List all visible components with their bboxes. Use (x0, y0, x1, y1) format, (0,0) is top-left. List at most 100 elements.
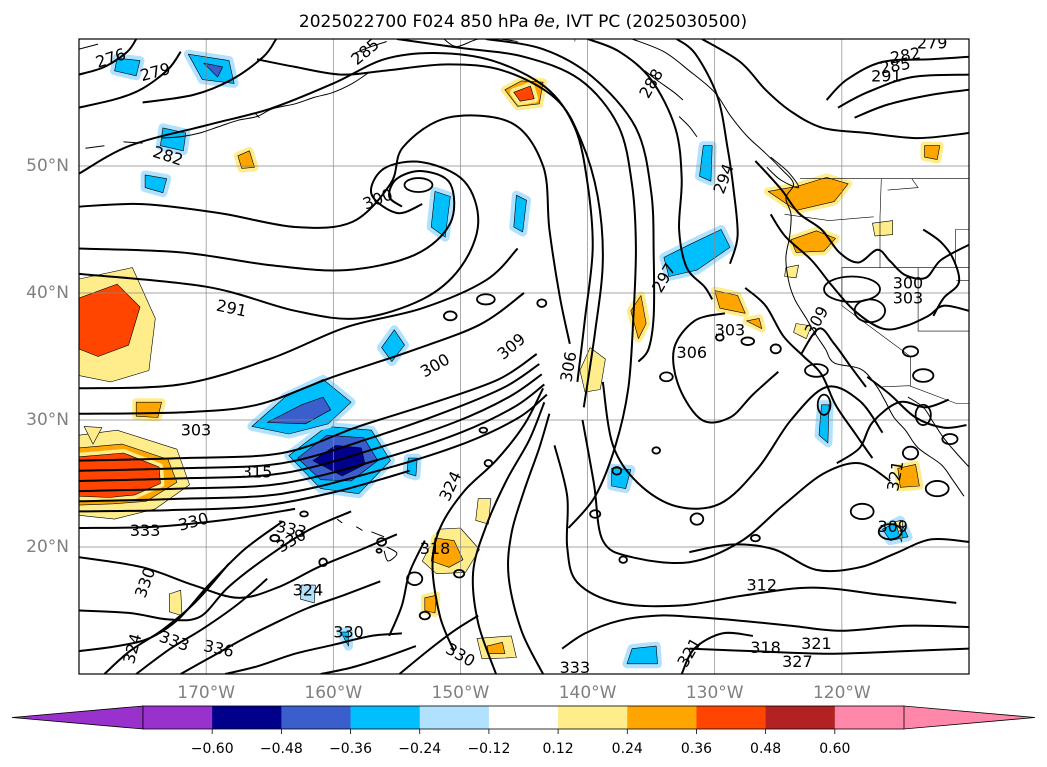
ivt-pc-shade (266, 396, 332, 425)
coastline (631, 39, 965, 497)
coastline (85, 145, 105, 149)
contour-label: 312 (746, 576, 777, 595)
theta-e-cell (618, 555, 628, 564)
theta-e-contour (800, 327, 867, 388)
theta-e-cell (659, 371, 674, 383)
theta-e-cell (823, 275, 881, 303)
theta-e-contour (79, 469, 410, 513)
ivt-pc-shade (299, 584, 316, 604)
theta-e-contour (256, 58, 604, 408)
ivt-pc-shade (114, 57, 141, 77)
theta-e-contour (320, 645, 417, 674)
contour-label: 303 (715, 320, 746, 339)
ivt-pc-shade (169, 589, 183, 616)
ivt-pc-shade (784, 264, 799, 279)
contour-label: 327 (782, 652, 813, 671)
colorbar-segment (419, 706, 490, 729)
theta-e-contour (471, 401, 546, 674)
latitude-tick-label: 30°N (26, 410, 69, 430)
ivt-pc-shade (144, 174, 167, 193)
theta-e-cell (689, 512, 705, 526)
theta-e-cell (406, 571, 424, 587)
theta-e-contour (675, 39, 739, 265)
ivt-pc-shade (381, 329, 405, 362)
contour-label: 306 (677, 343, 708, 362)
theta-e-contour (837, 73, 969, 109)
theta-e-cell (804, 363, 829, 378)
colorbar-extend-high (903, 705, 1036, 730)
colorbar-tick-label: −0.12 (467, 741, 510, 757)
colorbar-tick-label: 0.24 (612, 741, 643, 757)
theta-e-contour (689, 537, 969, 573)
theta-e-contour (581, 419, 891, 565)
theta-e-contour (553, 445, 957, 608)
theta-e-contour (79, 510, 352, 622)
theta-e-contour (689, 647, 969, 655)
theta-e-contour (79, 353, 538, 462)
theta-e-cell (914, 403, 932, 426)
theta-e-cell (715, 333, 725, 342)
ivt-pc-shade (424, 594, 437, 614)
contour-label: 321 (801, 634, 832, 653)
theta-e-contour (103, 562, 230, 674)
political-border (784, 214, 874, 221)
theta-e-cell (418, 610, 431, 621)
theta-e-cell (376, 537, 387, 547)
theta-e-cell (476, 293, 496, 306)
theta-e-contour (922, 228, 961, 317)
theta-e-contour (79, 383, 545, 493)
contour-label: 279 (917, 33, 948, 52)
theta-e-contour (79, 247, 519, 390)
theta-e-cell (941, 433, 959, 446)
theta-e-contour (507, 413, 551, 674)
theta-e-cell (483, 459, 494, 468)
ivt-pc-shade (790, 230, 836, 253)
theta-e-contour (79, 533, 398, 599)
colorbar-segment (350, 706, 421, 729)
ivt-pc-shade (579, 347, 606, 393)
colorbar-tick-label: −0.24 (398, 741, 441, 757)
colorbar: −0.60 −0.48 −0.36 −0.24 −0.12 0.12 0.24 0.36 0.4… (11, 705, 1036, 757)
ivt-pc-shade (513, 194, 527, 233)
theta-e-cell (442, 310, 458, 322)
theta-e-cell (611, 466, 623, 476)
colorbar-segment (212, 706, 282, 729)
theta-e-cell (769, 343, 782, 355)
theta-e-cell (318, 557, 328, 567)
colorbar-tick-label: −0.36 (329, 741, 372, 757)
theta-e-contour (79, 169, 456, 272)
theta-e-cell (536, 298, 548, 308)
political-border (917, 267, 969, 332)
ivt-pc-shade (83, 426, 103, 445)
contour-label: 309 (877, 517, 908, 536)
theta-e-contour (224, 632, 402, 674)
theta-e-contour (79, 114, 571, 345)
colorbar-segment (834, 706, 905, 729)
theta-e-cell (853, 298, 886, 324)
theta-e-contour (485, 39, 656, 363)
contour-label: 315 (242, 463, 273, 482)
theta-e-cell (299, 510, 309, 518)
colorbar-segment (765, 706, 836, 729)
colorbar-tick-label: 0.12 (543, 741, 574, 757)
theta-e-contour (587, 39, 714, 300)
coastline (644, 70, 684, 101)
theta-e-cell (877, 523, 903, 541)
theta-e-contour (79, 373, 543, 482)
coastline (352, 41, 387, 55)
coastline (383, 546, 398, 562)
colorbar-tick-label: 0.48 (750, 741, 781, 757)
theta-e-contours (79, 39, 969, 674)
colorbar-segment (143, 706, 213, 729)
contour-label: 318 (420, 539, 451, 558)
political-border (955, 229, 969, 268)
latitude-tick-label: 50°N (26, 156, 69, 176)
theta-e-cell (924, 480, 950, 498)
coastline (336, 518, 343, 524)
theta-e-cell (750, 534, 761, 543)
political-border (841, 267, 911, 386)
ivt-pc-shade (897, 464, 920, 488)
ivt-pc-shade (793, 323, 812, 340)
colorbar-outline (142, 705, 905, 730)
